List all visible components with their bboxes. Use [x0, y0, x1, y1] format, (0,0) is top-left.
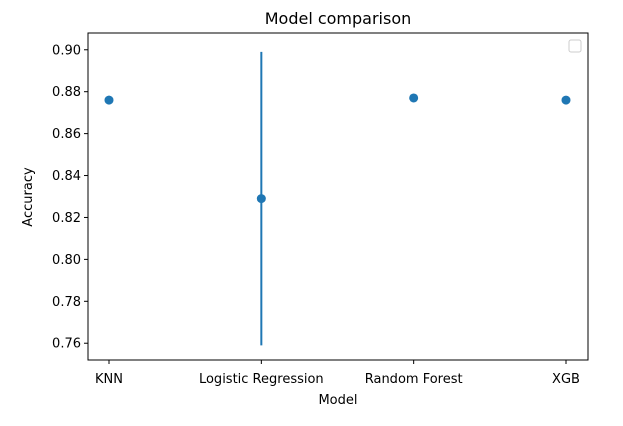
y-tick-label: 0.88	[52, 85, 81, 100]
legend-box	[568, 39, 582, 53]
data-point	[561, 95, 571, 105]
x-tick-label: XGB	[552, 372, 580, 387]
y-tick-label: 0.80	[52, 253, 81, 268]
y-axis-ticks: 0.76 0.78 0.80 0.82 0.84 0.86 0.88 0.90	[52, 43, 88, 352]
x-axis-ticks: KNN Logistic Regression Random Forest XGB	[95, 360, 580, 387]
y-tick-label: 0.76	[52, 337, 81, 352]
x-tick-label: KNN	[95, 372, 123, 387]
x-tick-label: Logistic Regression	[199, 372, 324, 387]
data-point	[104, 95, 114, 105]
data-marks	[104, 51, 571, 346]
x-tick-label: Random Forest	[365, 372, 463, 387]
y-tick-label: 0.82	[52, 211, 81, 226]
plot-area	[87, 32, 589, 361]
y-axis-label: Accuracy	[21, 167, 36, 227]
chart-title: Model comparison	[265, 9, 412, 28]
y-tick-label: 0.84	[52, 169, 81, 184]
data-point	[256, 194, 266, 204]
y-tick-label: 0.90	[52, 43, 81, 58]
data-point	[409, 93, 419, 103]
y-tick-label: 0.86	[52, 127, 81, 142]
x-axis-label: Model	[318, 393, 357, 408]
y-tick-label: 0.78	[52, 295, 81, 310]
